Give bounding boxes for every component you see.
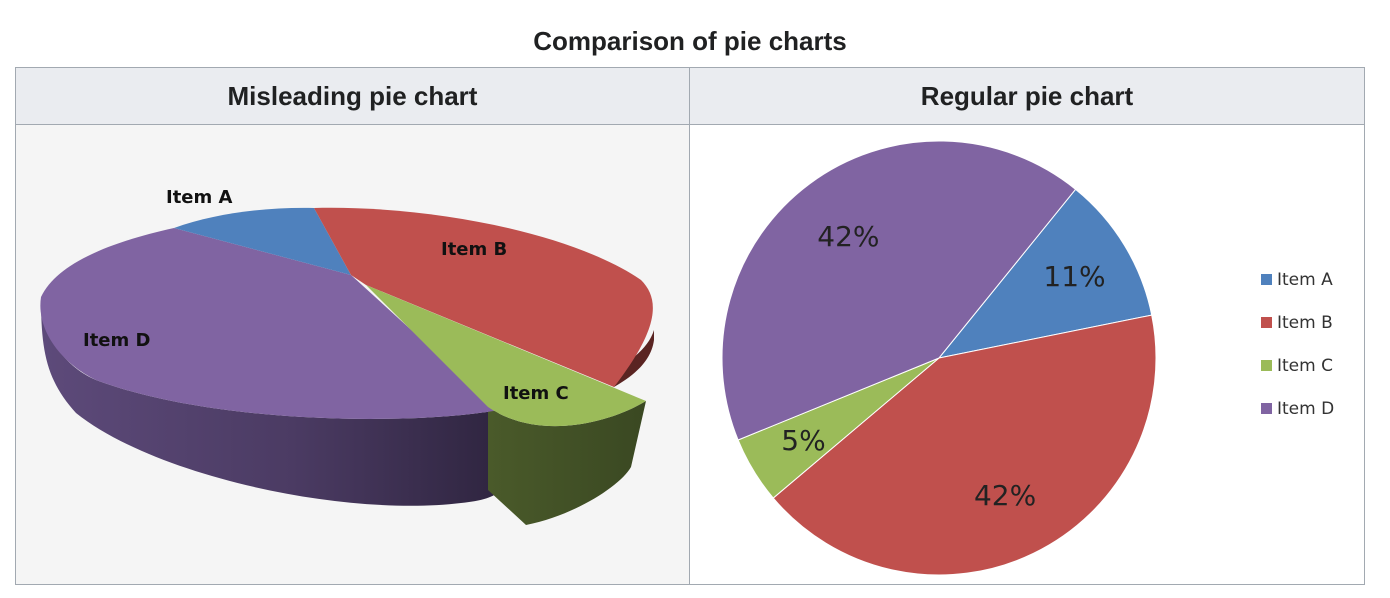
header-regular-pie: Regular pie chart <box>690 68 1364 125</box>
label-item-a: Item A <box>166 187 233 208</box>
legend-swatch-item-b <box>1261 317 1272 328</box>
legend-label-item-a: Item A <box>1277 270 1333 290</box>
item-a-slice <box>937 188 1153 359</box>
item-c-slice <box>366 285 646 427</box>
legend: Item A Item B Item C Item D <box>1261 270 1334 419</box>
item-b-percent-label: 42% <box>974 479 1036 512</box>
item-d-slice <box>721 140 1077 441</box>
item-a-percent-label: 11% <box>1043 260 1105 293</box>
item-b-slice <box>772 314 1157 576</box>
item-d-slice <box>40 228 499 419</box>
legend-swatch-item-c <box>1261 360 1272 371</box>
comparison-table: Misleading pie chart Regular pie chart <box>15 67 1365 585</box>
legend-swatch-item-a <box>1261 274 1272 285</box>
misleading-pie-cell: Item A Item B Item C Item D <box>16 125 690 584</box>
item-d-side-wall <box>41 297 499 506</box>
legend-label-item-b: Item B <box>1277 313 1333 333</box>
label-item-d: Item D <box>83 330 150 351</box>
legend-label-item-c: Item C <box>1277 356 1333 376</box>
legend-swatch-item-d <box>1261 403 1272 414</box>
regular-pie-chart: 11% 42% 5% 42% Item A Item B Item C Item D <box>721 140 1334 576</box>
item-c-percent-label: 5% <box>781 424 825 457</box>
item-b-slice <box>314 207 653 387</box>
legend-label-item-d: Item D <box>1277 399 1334 419</box>
misleading-pie-chart: Item A Item B Item C Item D <box>40 187 654 525</box>
item-a-slice <box>174 207 351 275</box>
chart-comparison-title: Comparison of pie charts <box>533 26 847 56</box>
regular-pie-cell: 11% 42% 5% 42% Item A Item B Item C Item D <box>690 125 1364 584</box>
label-item-b: Item B <box>441 239 507 260</box>
label-item-c: Item C <box>503 383 569 404</box>
header-misleading-pie: Misleading pie chart <box>16 68 690 125</box>
item-c-side-wall <box>488 401 646 525</box>
item-d-percent-label: 42% <box>817 220 879 253</box>
